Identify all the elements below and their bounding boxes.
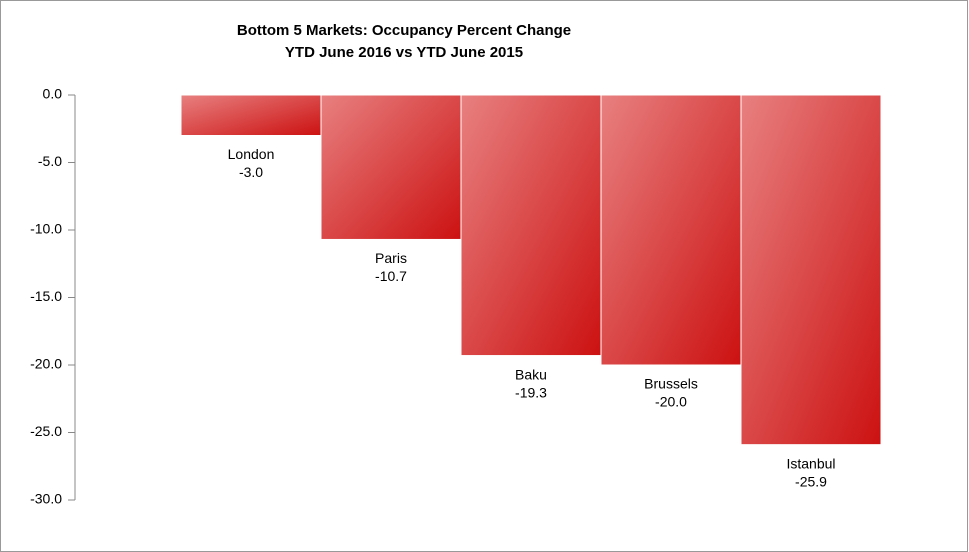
value-label: -10.7	[375, 268, 407, 284]
category-label: Brussels	[644, 376, 698, 392]
chart-title: Bottom 5 Markets: Occupancy Percent Chan…	[237, 22, 571, 39]
chart-subtitle: YTD June 2016 vs YTD June 2015	[285, 44, 523, 61]
y-tick-label: -5.0	[38, 153, 62, 169]
bar	[740, 94, 882, 446]
y-tick-label: -25.0	[30, 423, 62, 439]
category-label: Istanbul	[786, 455, 835, 471]
y-tick-label: -10.0	[30, 221, 62, 237]
y-tick-label: -20.0	[30, 356, 62, 372]
y-tick-label: -30.0	[30, 491, 62, 507]
y-tick-label: 0.0	[43, 86, 63, 102]
category-label: Baku	[515, 366, 547, 382]
value-label: -19.3	[515, 384, 547, 400]
bar	[320, 94, 462, 240]
category-label: London	[228, 146, 275, 162]
category-label: Paris	[375, 250, 407, 266]
value-label: -3.0	[239, 164, 263, 180]
value-label: -25.9	[795, 473, 827, 489]
bar	[460, 94, 602, 357]
y-tick-label: -15.0	[30, 288, 62, 304]
bar	[180, 94, 322, 136]
value-label: -20.0	[655, 394, 687, 410]
bar	[600, 94, 742, 366]
